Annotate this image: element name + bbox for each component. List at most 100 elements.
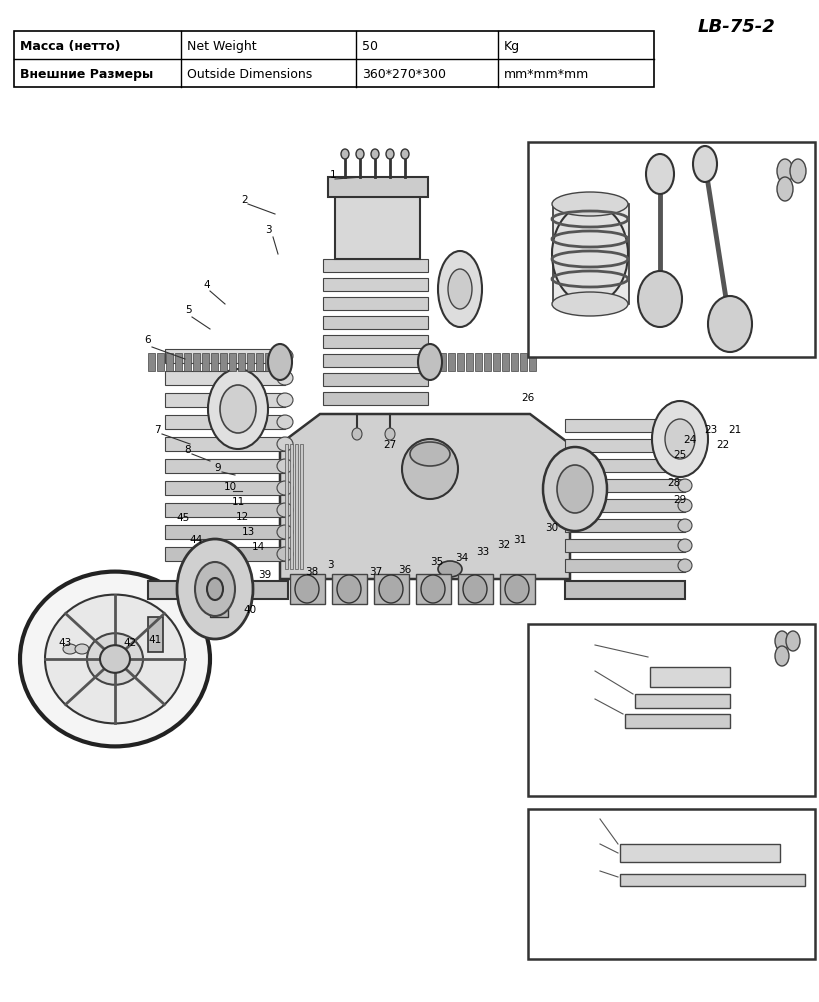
Ellipse shape: [678, 460, 692, 473]
Ellipse shape: [277, 547, 293, 561]
Ellipse shape: [177, 539, 253, 639]
Ellipse shape: [277, 416, 293, 430]
Bar: [520, 354, 527, 372]
Ellipse shape: [678, 440, 692, 453]
Ellipse shape: [277, 482, 293, 496]
Bar: [148, 617, 163, 652]
Ellipse shape: [295, 575, 319, 603]
Text: 17: 17: [605, 145, 619, 155]
Text: 11 123 001: 11 123 001: [532, 667, 584, 675]
Bar: [502, 354, 509, 372]
Text: 12: 12: [235, 511, 249, 521]
Text: 31: 31: [514, 534, 527, 544]
Bar: [165, 525, 285, 539]
Bar: [553, 204, 629, 305]
Bar: [493, 354, 500, 372]
Ellipse shape: [786, 631, 800, 651]
Ellipse shape: [379, 575, 403, 603]
Bar: [323, 260, 428, 273]
Text: 11 133 001: 11 133 001: [532, 641, 584, 650]
Ellipse shape: [386, 150, 394, 160]
Ellipse shape: [678, 420, 692, 433]
Ellipse shape: [557, 466, 593, 513]
Ellipse shape: [87, 633, 143, 685]
Bar: [475, 354, 482, 372]
Ellipse shape: [20, 572, 210, 746]
Ellipse shape: [195, 562, 235, 616]
Bar: [193, 354, 200, 372]
Ellipse shape: [100, 645, 130, 673]
Bar: [165, 372, 285, 386]
Ellipse shape: [552, 192, 628, 216]
Ellipse shape: [277, 503, 293, 517]
Ellipse shape: [63, 644, 77, 654]
Bar: [458, 574, 493, 604]
Ellipse shape: [207, 578, 223, 600]
Text: 3: 3: [265, 224, 271, 234]
Ellipse shape: [402, 440, 458, 500]
Text: 35: 35: [430, 556, 444, 566]
Bar: [166, 354, 173, 372]
Ellipse shape: [208, 370, 268, 450]
Text: 360*270*300: 360*270*300: [362, 67, 446, 80]
Bar: [466, 354, 473, 372]
Bar: [220, 354, 227, 372]
Text: 20: 20: [688, 145, 702, 155]
Bar: [500, 574, 535, 604]
Bar: [528, 810, 815, 959]
Ellipse shape: [678, 480, 692, 493]
Bar: [416, 574, 451, 604]
Text: 1: 1: [330, 169, 337, 179]
Bar: [211, 354, 218, 372]
Bar: [457, 354, 464, 372]
Ellipse shape: [277, 394, 293, 408]
Ellipse shape: [448, 270, 472, 310]
Bar: [290, 574, 325, 604]
Bar: [285, 445, 288, 569]
Ellipse shape: [421, 575, 445, 603]
Bar: [323, 393, 428, 406]
Ellipse shape: [220, 386, 256, 434]
Ellipse shape: [552, 204, 628, 305]
Bar: [165, 460, 285, 474]
Ellipse shape: [337, 575, 361, 603]
Ellipse shape: [790, 160, 806, 183]
Text: 26: 26: [522, 393, 535, 403]
Text: 37: 37: [369, 566, 382, 576]
Bar: [247, 354, 254, 372]
Bar: [165, 394, 285, 408]
Ellipse shape: [678, 519, 692, 532]
Text: 30: 30: [545, 522, 559, 532]
Text: 40: 40: [243, 604, 256, 614]
Bar: [448, 354, 455, 372]
Bar: [157, 354, 164, 372]
Ellipse shape: [371, 150, 379, 160]
Bar: [620, 874, 805, 886]
Ellipse shape: [678, 559, 692, 572]
Bar: [511, 354, 518, 372]
Ellipse shape: [678, 500, 692, 512]
Bar: [323, 279, 428, 292]
Ellipse shape: [438, 561, 462, 577]
Bar: [256, 354, 263, 372]
Bar: [565, 440, 685, 453]
Text: 34: 34: [455, 552, 468, 562]
Ellipse shape: [277, 438, 293, 452]
Bar: [323, 374, 428, 387]
Polygon shape: [280, 415, 570, 579]
Ellipse shape: [543, 448, 607, 531]
Text: LB-75-2: LB-75-2: [697, 18, 775, 36]
Bar: [295, 445, 298, 569]
Bar: [148, 354, 155, 372]
Text: 2: 2: [242, 194, 248, 204]
Bar: [165, 350, 285, 364]
Bar: [565, 460, 685, 473]
Text: Внешние Размеры: Внешние Размеры: [20, 67, 153, 80]
Text: 5: 5: [185, 305, 192, 315]
Bar: [184, 354, 191, 372]
Bar: [323, 355, 428, 368]
Ellipse shape: [777, 160, 793, 183]
Bar: [265, 354, 272, 372]
Text: 15: 15: [541, 147, 555, 157]
Bar: [323, 317, 428, 330]
